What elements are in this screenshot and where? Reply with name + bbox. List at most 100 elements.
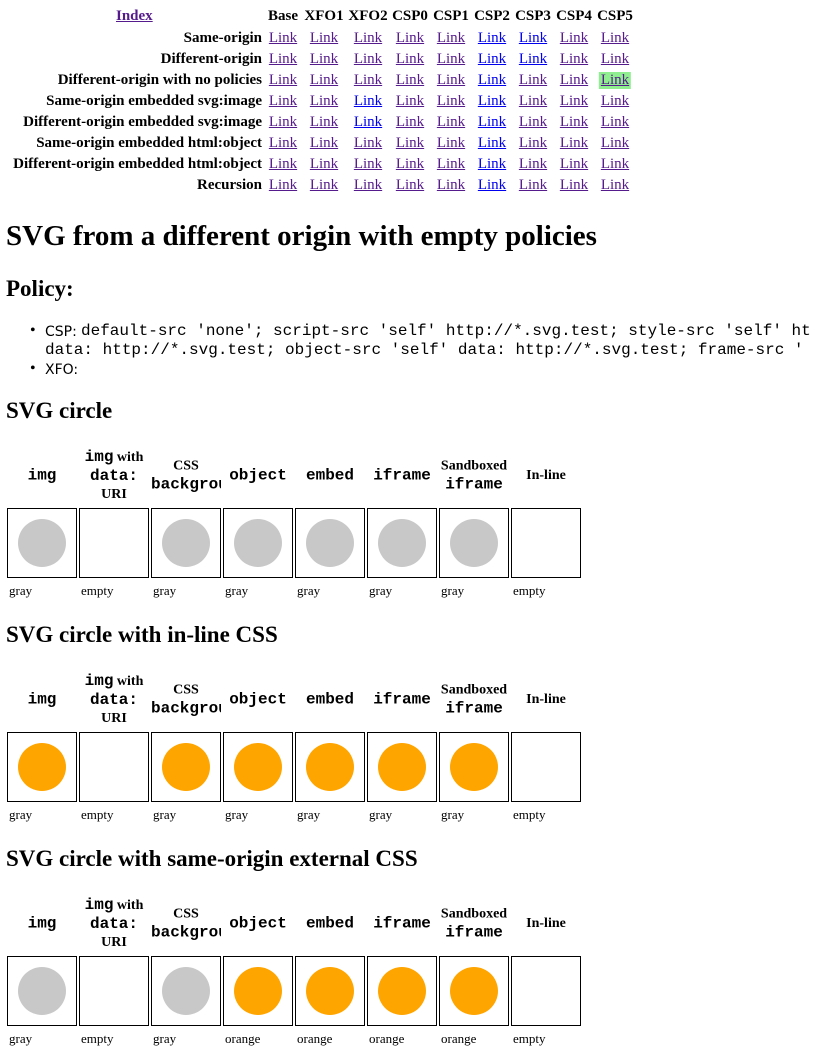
- link[interactable]: Link: [477, 51, 507, 67]
- circle: [450, 967, 498, 1015]
- link[interactable]: Link: [395, 114, 425, 130]
- link[interactable]: Link: [309, 51, 339, 67]
- link[interactable]: Link: [436, 156, 466, 172]
- link[interactable]: Link: [559, 114, 589, 130]
- link[interactable]: Link: [518, 135, 548, 151]
- caption: empty: [81, 583, 114, 598]
- link[interactable]: Link: [477, 114, 507, 130]
- link[interactable]: Link: [395, 177, 425, 193]
- link[interactable]: Link: [518, 114, 548, 130]
- link[interactable]: Link: [598, 72, 632, 89]
- link[interactable]: Link: [268, 93, 298, 109]
- caption: gray: [9, 807, 33, 822]
- link[interactable]: Link: [353, 93, 383, 109]
- link[interactable]: Link: [436, 51, 466, 67]
- link[interactable]: Link: [436, 93, 466, 109]
- column-header: img with data: URI: [79, 896, 149, 952]
- link[interactable]: Link: [309, 177, 339, 193]
- link[interactable]: Link: [518, 177, 548, 193]
- link[interactable]: Link: [477, 72, 507, 88]
- caption: gray: [153, 807, 177, 822]
- header-line: img with: [79, 448, 149, 467]
- link[interactable]: Link: [477, 177, 507, 193]
- link[interactable]: Link: [309, 72, 339, 88]
- link[interactable]: Link: [436, 114, 466, 130]
- link[interactable]: Link: [559, 156, 589, 172]
- link[interactable]: Link: [518, 51, 548, 67]
- link[interactable]: Link: [309, 30, 339, 46]
- link[interactable]: Link: [353, 135, 383, 151]
- code-text: iframe: [445, 475, 503, 494]
- index-link[interactable]: Index: [116, 8, 153, 24]
- link[interactable]: Link: [600, 114, 630, 130]
- link[interactable]: Link: [477, 156, 507, 172]
- link[interactable]: Link: [436, 30, 466, 46]
- link[interactable]: Link: [559, 51, 589, 67]
- header-line: iframe: [367, 915, 437, 934]
- link[interactable]: Link: [309, 93, 339, 109]
- link[interactable]: Link: [309, 156, 339, 172]
- header-line: embed: [295, 915, 365, 934]
- link[interactable]: Link: [395, 30, 425, 46]
- link[interactable]: Link: [353, 156, 383, 172]
- link[interactable]: Link: [436, 177, 466, 193]
- link[interactable]: Link: [559, 93, 589, 109]
- caption: orange: [225, 1031, 261, 1046]
- link[interactable]: Link: [559, 72, 589, 88]
- link[interactable]: Link: [518, 156, 548, 172]
- link[interactable]: Link: [353, 114, 383, 130]
- link[interactable]: Link: [518, 30, 548, 46]
- link[interactable]: Link: [477, 135, 507, 151]
- link[interactable]: Link: [268, 51, 298, 67]
- link[interactable]: Link: [559, 177, 589, 193]
- column-header: iframe: [367, 691, 437, 710]
- link[interactable]: Link: [353, 30, 383, 46]
- link[interactable]: Link: [518, 72, 548, 88]
- link[interactable]: Link: [436, 72, 466, 88]
- column-header: CSP2: [474, 8, 510, 24]
- link[interactable]: Link: [353, 51, 383, 67]
- link[interactable]: Link: [600, 156, 630, 172]
- link[interactable]: Link: [600, 51, 630, 67]
- code-text: iframe: [445, 699, 503, 718]
- link[interactable]: Link: [268, 156, 298, 172]
- link[interactable]: Link: [268, 72, 298, 88]
- link[interactable]: Link: [477, 30, 507, 46]
- link[interactable]: Link: [309, 135, 339, 151]
- link[interactable]: Link: [395, 93, 425, 109]
- header-line: data:: [79, 915, 149, 934]
- link[interactable]: Link: [559, 135, 589, 151]
- header-line: object: [223, 691, 293, 710]
- link[interactable]: Link: [395, 51, 425, 67]
- code-text: img: [27, 914, 57, 933]
- link[interactable]: Link: [353, 72, 383, 88]
- link[interactable]: Link: [600, 30, 630, 46]
- link[interactable]: Link: [353, 177, 383, 193]
- link[interactable]: Link: [395, 135, 425, 151]
- link[interactable]: Link: [477, 93, 507, 109]
- link[interactable]: Link: [268, 114, 298, 130]
- column-header: CSS background: [151, 682, 221, 719]
- link[interactable]: Link: [268, 30, 298, 46]
- link[interactable]: Link: [600, 93, 630, 109]
- link[interactable]: Link: [268, 135, 298, 151]
- header-text: URI: [101, 711, 127, 726]
- circle: [306, 519, 354, 567]
- column-header: CSP4: [556, 8, 592, 24]
- link[interactable]: Link: [309, 114, 339, 130]
- caption: gray: [441, 807, 465, 822]
- link[interactable]: Link: [436, 135, 466, 151]
- column-header: Sandboxed iframe: [439, 906, 509, 943]
- column-header: img: [7, 915, 77, 934]
- link[interactable]: Link: [395, 72, 425, 88]
- section-heading: SVG circle with in-line CSS: [6, 622, 278, 647]
- link[interactable]: Link: [600, 135, 630, 151]
- link[interactable]: Link: [395, 156, 425, 172]
- bullet: •: [30, 322, 36, 339]
- code-text: img: [84, 896, 114, 914]
- link[interactable]: Link: [600, 177, 630, 193]
- link[interactable]: Link: [518, 93, 548, 109]
- code-text: background: [151, 699, 221, 718]
- link[interactable]: Link: [559, 30, 589, 46]
- link[interactable]: Link: [268, 177, 298, 193]
